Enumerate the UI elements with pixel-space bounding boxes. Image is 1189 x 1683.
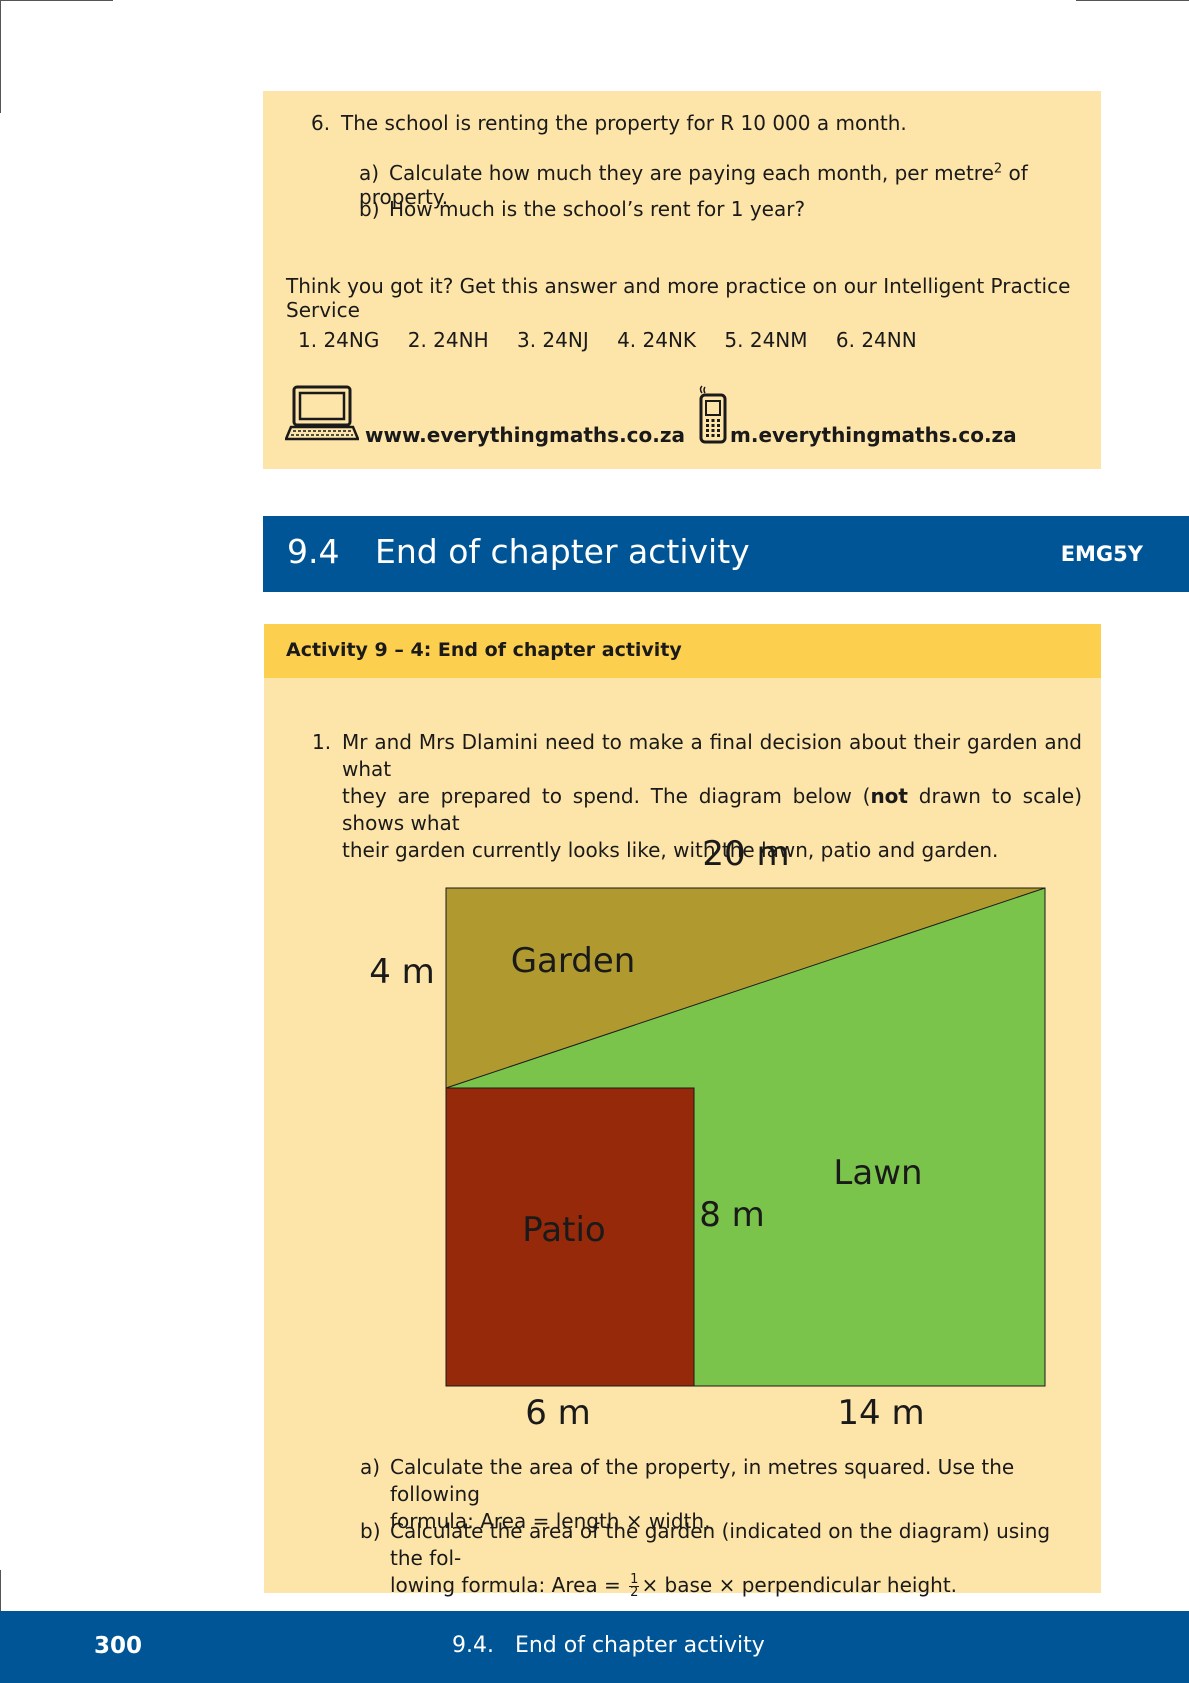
web-url-link[interactable]: www.everythingmaths.co.za [365,423,685,447]
question-line: they are prepared to spend. The diagram … [342,783,1082,837]
emphasis-text: not [870,784,908,808]
patio-label: Patio [522,1210,605,1250]
sub-text-end: of property. [359,161,1028,209]
footer-title: 9.4. End of chapter activity [452,1633,765,1658]
crop-mark [1076,0,1189,1]
patio-region [445,1087,695,1387]
activity-body: 1. Mr and Mrs Dlamini need to make a fin… [264,678,1101,1599]
practice-code-link[interactable]: 1. 24NG [298,328,380,352]
question-line: their garden currently looks like, with … [342,838,999,862]
superscript: 2 [993,161,1003,177]
practice-box: 6. The school is renting the property for… [263,91,1101,469]
fraction-numerator: 1 [629,1572,640,1587]
sub-text: Calculate the area of the property, in m… [390,1454,1080,1535]
question-6: 6. The school is renting the property for… [311,111,907,135]
sub-line-part: lowing formula: Area = [390,1573,628,1597]
question-6a: a) Calculate how much they are paying eac… [359,161,1101,209]
question-number: 6. [311,111,331,135]
sub-line: Calculate the area of the property, in m… [390,1455,1015,1506]
question-line: Mr and Mrs Dlamini need to make a final … [342,730,1082,781]
page-footer: 300 9.4. End of chapter activity [0,1611,1189,1683]
question-line-part: drawn to scale) shows what [342,784,1082,835]
sub-text: Calculate the area of the garden (indica… [390,1518,1080,1599]
bottom-left-label: 6 m [525,1393,591,1428]
activity-header: Activity 9 – 4: End of chapter activity [264,624,1101,678]
lawn-label: Lawn [833,1153,922,1193]
sub-label: a) [360,1455,381,1479]
sub-label: a) [359,161,380,185]
sub-line: Calculate the area of the garden (indica… [390,1519,1051,1570]
bottom-right-label: 14 m [837,1393,924,1428]
left-height-label: 4 m [369,952,435,992]
practice-code-link[interactable]: 6. 24NN [835,328,917,352]
fraction-denominator: 2 [630,1585,639,1600]
crop-mark [0,0,1,113]
activity-title: Activity 9 – 4: End of chapter activity [286,639,682,661]
garden-region [445,887,1046,1089]
sub-label: b) [359,197,380,221]
crop-mark [0,0,113,1]
laptop-icon [285,385,359,441]
question-1a: a) Calculate the area of the property, i… [360,1454,1080,1535]
mobile-phone-icon [699,385,727,444]
sub-line: lowing formula: Area = 1 2 × base × perpen… [390,1572,1080,1599]
mobile-url-link[interactable]: m.everythingmaths.co.za [730,423,1017,447]
practice-codes: 1. 24NG 2. 24NH 3. 24NJ 4. 24NK 5. 24NM … [298,328,939,352]
question-number: 1. [312,730,332,754]
question-text: Mr and Mrs Dlamini need to make a final … [342,729,1082,864]
practice-code-link[interactable]: 2. 24NH [407,328,489,352]
sub-line-part: × base × perpendicular height. [641,1573,958,1597]
section-header: 9.4 End of chapter activity EMG5Y [263,516,1189,592]
top-width-label: 20 m [702,834,789,874]
sub-text: How much is the school’s rent for 1 year… [389,197,806,221]
question-1b: b) Calculate the area of the garden (ind… [360,1518,1080,1599]
question-line-part: they are prepared to spend. The diagram … [342,784,871,808]
sub-text: Calculate how much they are paying each … [389,161,994,185]
section-title: End of chapter activity [375,532,750,571]
section-code: EMG5Y [1060,542,1143,566]
question-6b: b) How much is the school’s rent for 1 ye… [359,197,805,221]
section-number: 9.4 [287,532,340,571]
sub-label: b) [360,1519,381,1543]
garden-diagram: 20 m 4 m Garden Lawn Patio 8 m 6 m 14 m [369,834,1046,1428]
practice-code-link[interactable]: 4. 24NK [617,328,697,352]
patio-height-label: 8 m [699,1195,765,1235]
garden-label: Garden [511,941,636,981]
practice-prompt: Think you got it? Get this answer and mo… [286,274,1071,322]
question-text: The school is renting the property for R… [341,111,907,135]
practice-code-link[interactable]: 3. 24NJ [516,328,589,352]
practice-code-link[interactable]: 5. 24NM [724,328,808,352]
sub-line: formula: Area = length × width. [390,1509,711,1533]
page-number: 300 [94,1633,143,1659]
question-1: 1. Mr and Mrs Dlamini need to make a fin… [312,729,1082,864]
